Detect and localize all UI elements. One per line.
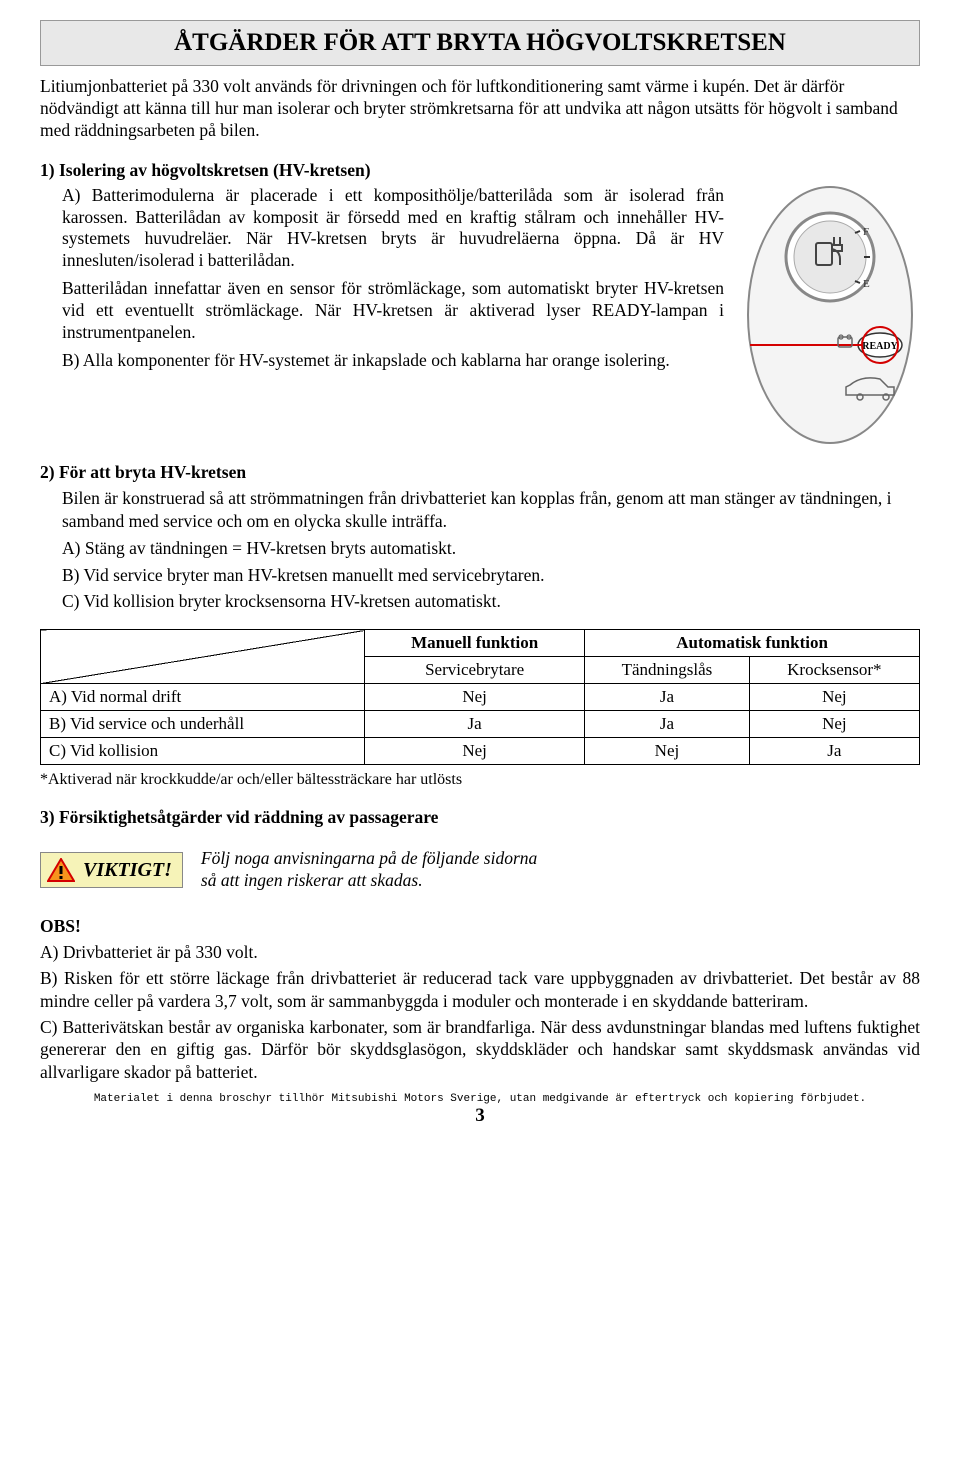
table-row: A) Vid normal drift Nej Ja Nej xyxy=(41,684,920,711)
obs-heading: OBS! xyxy=(40,916,920,937)
ready-label: READY xyxy=(862,341,898,352)
obs-c: C) Batterivätskan består av organiska ka… xyxy=(40,1016,920,1083)
table-row: C) Vid kollision Nej Nej Ja xyxy=(41,738,920,765)
important-label: VIKTIGT! xyxy=(83,859,172,882)
table-row: B) Vid service och underhåll Ja Ja Nej xyxy=(41,711,920,738)
footer-copyright: Materialet i denna broschyr tillhör Mits… xyxy=(40,1093,920,1105)
table-header-auto: Automatisk funktion xyxy=(585,630,920,657)
warning-triangle-icon xyxy=(47,858,75,882)
obs-b: B) Risken för ett större läckage från dr… xyxy=(40,967,920,1012)
page-title: ÅTGÄRDER FÖR ATT BRYTA HÖGVOLTSKRETSEN xyxy=(40,20,920,66)
table-corner-cell xyxy=(41,630,365,684)
obs-a: A) Drivbatteriet är på 330 volt. xyxy=(40,941,920,963)
table-col3: Krocksensor* xyxy=(749,657,919,684)
section2-c: C) Vid kollision bryter krocksensorna HV… xyxy=(40,590,920,613)
instrument-cluster-figure: F E READY xyxy=(740,185,920,445)
section2-b: B) Vid service bryter man HV-kretsen man… xyxy=(40,564,920,587)
table-footnote: *Aktiverad när krockkudde/ar och/eller b… xyxy=(40,771,920,789)
section2-intro: Bilen är konstruerad så att strömmatning… xyxy=(40,487,920,533)
page-number: 3 xyxy=(40,1105,920,1127)
table-header-manual: Manuell funktion xyxy=(365,630,585,657)
section1-b: B) Alla komponenter för HV-systemet är i… xyxy=(40,350,724,372)
section2-heading: 2) För att bryta HV-kretsen xyxy=(40,461,920,484)
table-col1: Servicebrytare xyxy=(365,657,585,684)
section1-a2: Batterilådan innefattar även en sensor f… xyxy=(40,278,724,344)
important-text: Följ noga anvisningarna på de följande s… xyxy=(201,848,537,892)
function-table: Manuell funktion Automatisk funktion Ser… xyxy=(40,629,920,765)
section1-heading: 1) Isolering av högvoltskretsen (HV-kret… xyxy=(40,160,920,181)
gauge-e-label: E xyxy=(863,278,870,290)
intro-paragraph: Litiumjonbatteriet på 330 volt används f… xyxy=(40,76,920,142)
section3-heading: 3) Försiktighetsåtgärder vid räddning av… xyxy=(40,807,920,828)
important-badge: VIKTIGT! xyxy=(40,852,183,888)
section1-a1: A) Batterimodulerna är placerade i ett k… xyxy=(40,185,724,273)
gauge-f-label: F xyxy=(863,226,869,238)
section2-a: A) Stäng av tändningen = HV-kretsen bryt… xyxy=(40,537,920,560)
table-col2: Tändningslås xyxy=(585,657,750,684)
